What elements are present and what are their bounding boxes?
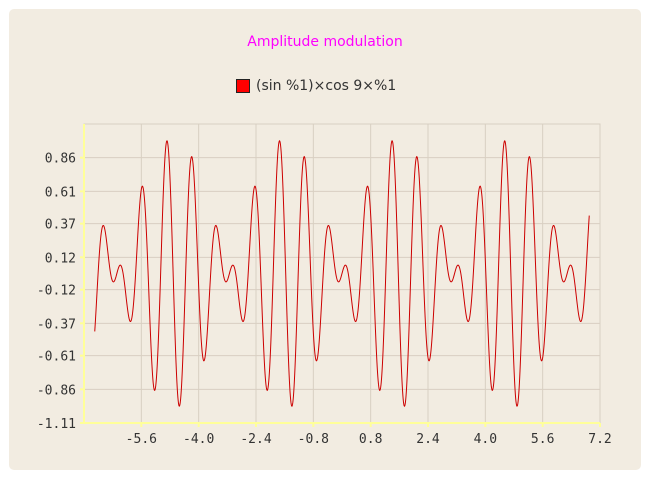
x-tick-label: -4.0 [183,432,214,447]
series-line [94,140,590,407]
x-tick-label: 2.4 [416,432,440,447]
y-tick-label: -0.37 [37,317,76,332]
tick-labels: -5.6 -4.0 -2.4 -0.8 0.8 2.4 4.0 5.6 7.2 0.86 0.61 0… [37,152,612,447]
y-tick-label: -1.11 [37,417,76,432]
axes [80,124,601,427]
x-tick-label: -5.6 [126,432,157,447]
y-tick-label: -0.12 [37,284,76,299]
legend-swatch [236,79,250,93]
y-tick-label: 0.37 [45,218,76,233]
x-tick-label: 4.0 [474,432,497,447]
x-tick-label: -2.4 [240,432,271,447]
chart-title: Amplitude modulation [247,34,403,50]
y-tick-label: 0.86 [45,152,76,167]
chart-legend: (sin %1)×cos 9×%1 [236,72,396,100]
x-tick-label: 7.2 [588,432,611,447]
y-tick-label: 0.61 [45,185,76,200]
legend-label: (sin %1)×cos 9×%1 [256,78,397,94]
y-tick-label: -0.61 [37,350,76,365]
x-tick-label: 5.6 [531,432,554,447]
y-tick-label: -0.86 [37,383,76,398]
x-tick-label: 0.8 [359,432,382,447]
x-tick-label: -0.8 [298,432,329,447]
y-tick-label: 0.12 [45,251,76,266]
chart-panel [9,9,641,470]
grid-lines [83,123,601,424]
